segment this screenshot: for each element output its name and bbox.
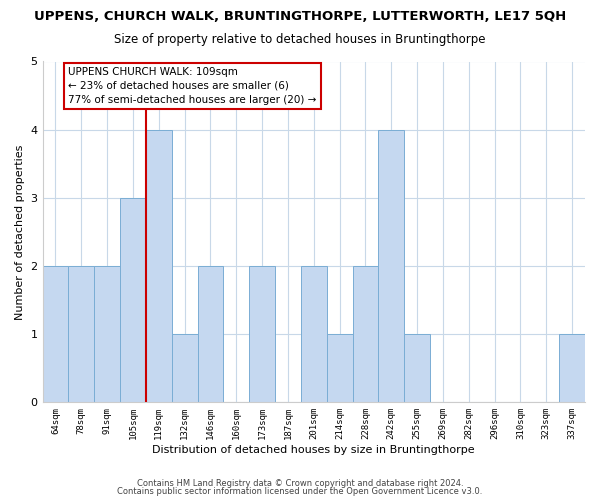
Text: UPPENS, CHURCH WALK, BRUNTINGTHORPE, LUTTERWORTH, LE17 5QH: UPPENS, CHURCH WALK, BRUNTINGTHORPE, LUT… xyxy=(34,10,566,23)
Bar xyxy=(120,198,146,402)
Bar xyxy=(353,266,379,402)
Bar xyxy=(559,334,585,402)
Bar xyxy=(249,266,275,402)
Bar xyxy=(379,130,404,402)
Bar xyxy=(43,266,68,402)
Text: Contains HM Land Registry data © Crown copyright and database right 2024.: Contains HM Land Registry data © Crown c… xyxy=(137,478,463,488)
Y-axis label: Number of detached properties: Number of detached properties xyxy=(15,144,25,320)
Bar xyxy=(146,130,172,402)
Bar xyxy=(326,334,353,402)
Text: UPPENS CHURCH WALK: 109sqm
← 23% of detached houses are smaller (6)
77% of semi-: UPPENS CHURCH WALK: 109sqm ← 23% of deta… xyxy=(68,67,317,105)
Text: Contains public sector information licensed under the Open Government Licence v3: Contains public sector information licen… xyxy=(118,487,482,496)
Bar xyxy=(94,266,120,402)
Bar xyxy=(404,334,430,402)
Text: Size of property relative to detached houses in Bruntingthorpe: Size of property relative to detached ho… xyxy=(114,32,486,46)
X-axis label: Distribution of detached houses by size in Bruntingthorpe: Distribution of detached houses by size … xyxy=(152,445,475,455)
Bar xyxy=(197,266,223,402)
Bar xyxy=(172,334,197,402)
Bar xyxy=(68,266,94,402)
Bar xyxy=(301,266,326,402)
